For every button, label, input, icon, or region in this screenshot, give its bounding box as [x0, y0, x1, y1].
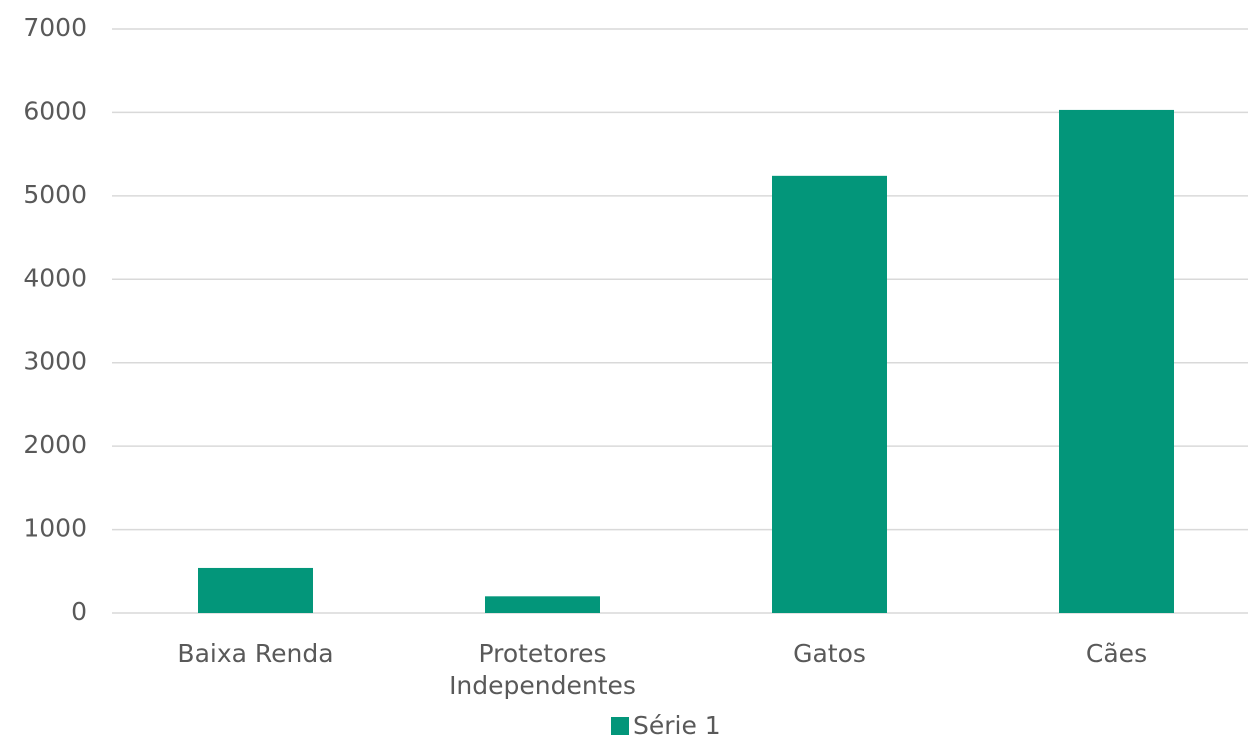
bar: [1059, 109, 1174, 613]
bar: [485, 596, 600, 613]
y-tick-label: 4000: [23, 263, 87, 292]
y-tick-label: 0: [71, 597, 87, 626]
x-tick-label: Protetores Independentes: [449, 639, 636, 700]
y-tick-label: 3000: [23, 347, 87, 376]
legend-label: Série 1: [633, 711, 721, 740]
x-tick-label: Gatos: [793, 639, 866, 668]
y-tick-label: 7000: [23, 13, 87, 42]
y-tick-label: 2000: [23, 430, 87, 459]
bar: [772, 175, 887, 613]
y-tick-label: 6000: [23, 96, 87, 125]
y-tick-label: 5000: [23, 180, 87, 209]
bar: [198, 567, 313, 613]
y-tick-label: 1000: [23, 514, 87, 543]
x-tick-label: Baixa Renda: [177, 639, 334, 668]
x-tick-label: Cães: [1085, 639, 1148, 668]
legend-swatch: [611, 717, 629, 735]
